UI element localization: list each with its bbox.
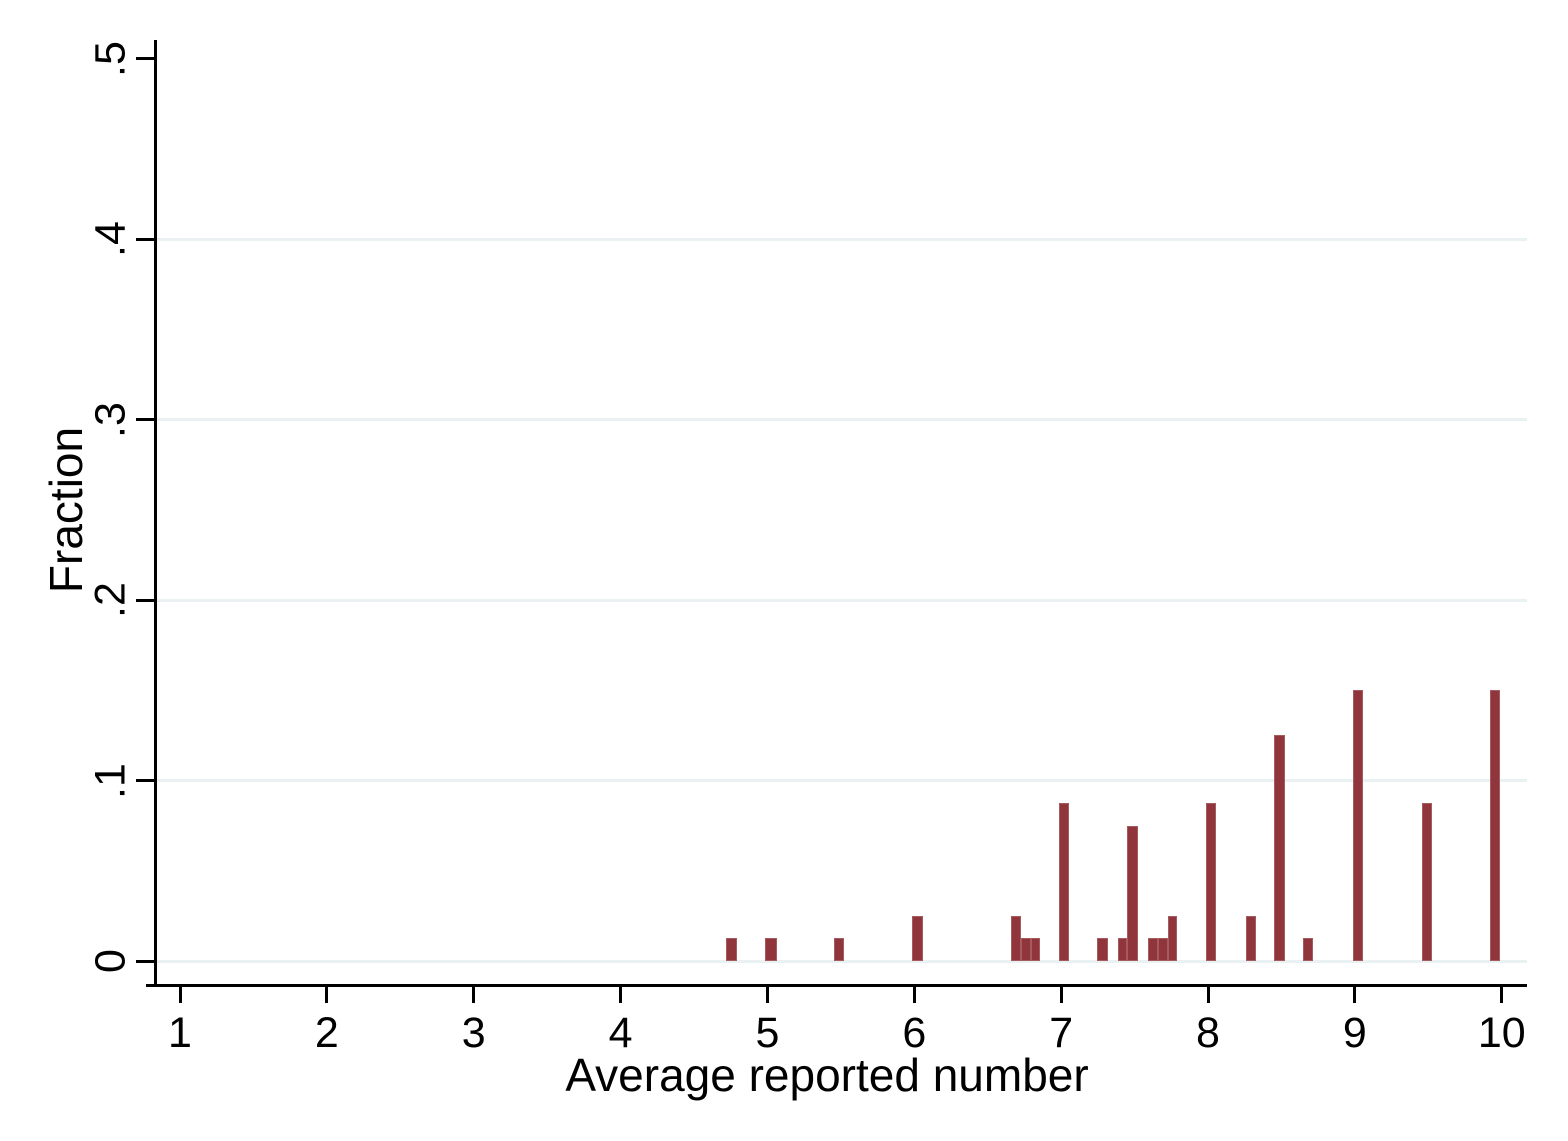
y-tick-mark (136, 959, 154, 963)
x-tick-label: 8 (1196, 1009, 1220, 1057)
histogram-bar (1147, 938, 1159, 961)
x-tick-mark (619, 987, 623, 1003)
histogram-bar (1010, 915, 1022, 961)
x-tick-label: 6 (902, 1009, 927, 1057)
y-tick-label: .4 (86, 221, 135, 257)
gridline (157, 959, 1527, 963)
gridline (157, 418, 1527, 421)
histogram-bar (1167, 915, 1177, 961)
histogram-bar (1059, 803, 1070, 961)
x-tick-label: 10 (1477, 1009, 1526, 1057)
histogram-bar (1126, 825, 1138, 961)
y-tick-label: .3 (86, 401, 135, 438)
x-tick-mark (765, 987, 769, 1003)
y-axis-line (154, 40, 157, 987)
histogram-bar (1489, 690, 1500, 962)
x-tick-mark (1353, 987, 1357, 1003)
y-axis-title: Fraction (40, 426, 92, 594)
y-tick-mark (136, 418, 154, 421)
x-tick-mark (1059, 987, 1063, 1003)
histogram-bar (1030, 938, 1040, 961)
x-axis-line (146, 984, 1527, 987)
histogram-bar (1096, 938, 1109, 961)
x-tick-label: 7 (1049, 1009, 1074, 1057)
y-tick-label: .5 (86, 40, 135, 77)
x-axis-title: Average reported number (565, 1049, 1089, 1101)
histogram-bar (1205, 803, 1216, 961)
y-tick-label: .1 (86, 762, 135, 799)
x-tick-label: 1 (168, 1009, 192, 1057)
y-tick-label: 0 (86, 949, 135, 973)
histogram-bar (912, 915, 924, 961)
gridline (157, 779, 1527, 782)
x-tick-mark (178, 987, 182, 1003)
y-tick-label: .2 (86, 582, 135, 618)
y-tick-mark (136, 598, 154, 602)
gridline (157, 237, 1527, 241)
y-tick-mark (136, 779, 154, 782)
x-tick-mark (1500, 987, 1504, 1003)
x-tick-mark (472, 987, 476, 1003)
histogram-bar (1274, 735, 1285, 961)
x-tick-label: 4 (608, 1009, 633, 1057)
histogram-bar (1158, 938, 1168, 961)
y-tick-mark (136, 237, 154, 241)
histogram-bar (1021, 938, 1031, 961)
histogram-bar (725, 938, 737, 961)
histogram-bar (1352, 690, 1363, 962)
x-tick-label: 9 (1342, 1009, 1367, 1057)
x-tick-mark (325, 987, 329, 1003)
x-tick-label: 5 (755, 1009, 780, 1057)
histogram-bar (1302, 938, 1313, 961)
histogram-bar (764, 938, 777, 961)
x-tick-label: 2 (314, 1009, 339, 1057)
histogram-bar (1117, 938, 1127, 961)
x-tick-label: 3 (461, 1009, 486, 1057)
histogram-bar (833, 938, 845, 961)
gridline (157, 598, 1527, 602)
x-tick-mark (1206, 987, 1210, 1003)
histogram-bar (1245, 915, 1256, 961)
x-tick-mark (912, 987, 916, 1003)
y-tick-mark (136, 57, 154, 60)
histogram-bar (1421, 803, 1432, 961)
